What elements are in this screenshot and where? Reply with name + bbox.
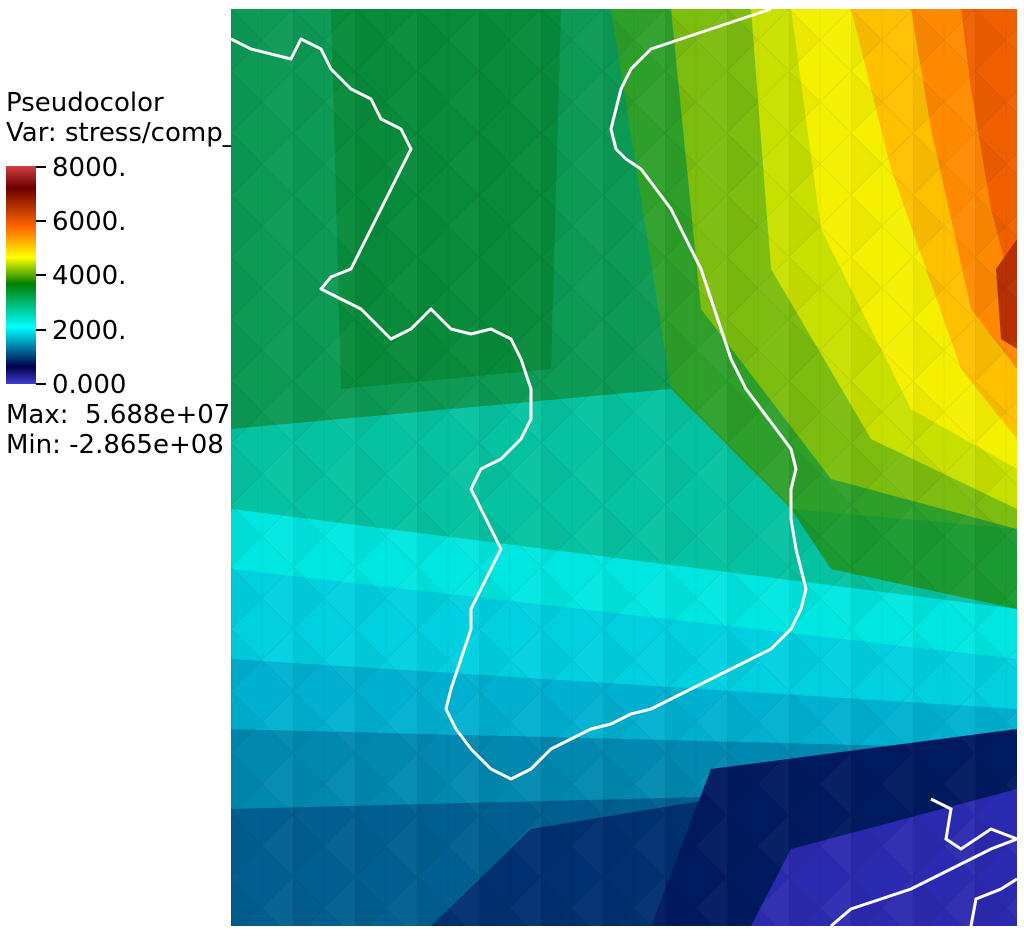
- colorbar-tick: [36, 274, 46, 276]
- legend-variable: Var: stress/comp_0: [6, 118, 253, 148]
- pseudocolor-plot: [231, 9, 1017, 926]
- coastline: [830, 837, 1017, 926]
- coastline: [930, 797, 1017, 851]
- min-value: Min: -2.865e+08: [6, 430, 224, 460]
- coastline: [969, 877, 1017, 926]
- colorbar-label: 2000.: [52, 316, 127, 346]
- colorbar-tick: [36, 329, 46, 331]
- colorbar-tick: [36, 220, 46, 222]
- colorbar-label: 4000.: [52, 261, 127, 291]
- colorbar-label: 6000.: [52, 207, 127, 237]
- max-value: Max: 5.688e+07: [6, 400, 231, 430]
- colorbar-tick: [36, 383, 46, 385]
- coastline: [231, 9, 808, 781]
- legend-plot-type: Pseudocolor: [6, 88, 164, 118]
- colorbar-label: 0.000: [52, 370, 127, 400]
- colorbar-tick: [36, 166, 46, 168]
- colorbar-label: 8000.: [52, 153, 127, 183]
- color-bar: [6, 166, 36, 384]
